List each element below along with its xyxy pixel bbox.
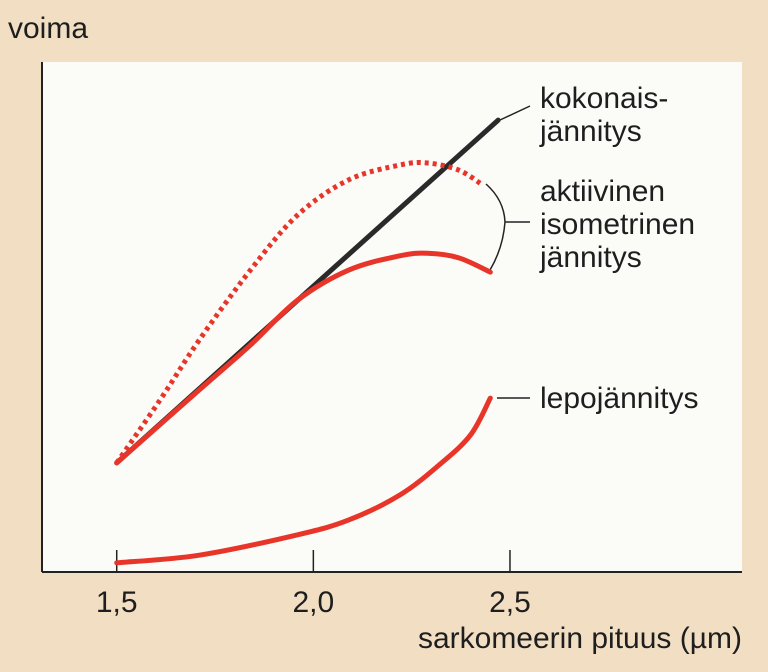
series-line (114, 160, 484, 465)
x-tick-label: 2,0 (292, 586, 334, 619)
annotation: jännitys (539, 115, 642, 148)
x-axis-label: sarkomeerin pituus (µm) (418, 622, 742, 655)
series-line (114, 395, 493, 566)
y-axis-label: voima (8, 12, 88, 45)
series-line (114, 250, 493, 466)
annotation: jännitys (539, 241, 642, 274)
annotation: kokonais- (540, 82, 668, 115)
x-tick-label: 2,5 (489, 586, 531, 619)
leader-bracket (485, 183, 530, 271)
leader-line (499, 105, 531, 121)
x-tick-label: 1,5 (96, 586, 138, 619)
annotation: aktiivinen (540, 175, 665, 208)
annotation: lepojännitys (540, 382, 698, 415)
plot-area (42, 62, 742, 572)
annotation: isometrinen (540, 208, 695, 241)
leader-lines (485, 105, 531, 399)
